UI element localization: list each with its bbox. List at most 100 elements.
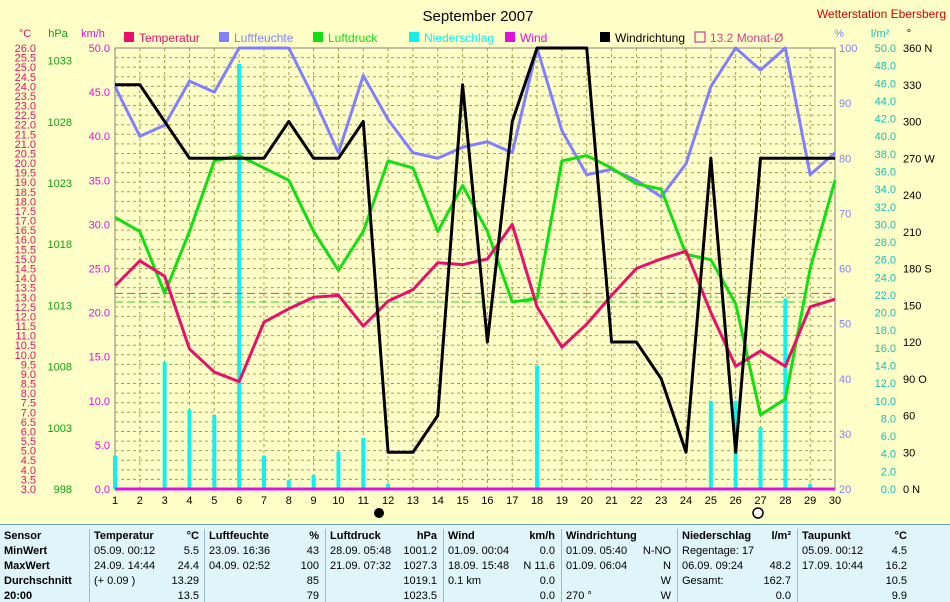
temp-tick-label: 22.0 [15, 120, 36, 132]
stats-cell-value: 0.0 [539, 590, 555, 602]
rain-tick-label: 50.0 [875, 43, 896, 55]
x-tick-label: 9 [311, 495, 317, 507]
temp-tick-label: 5.0 [21, 446, 36, 458]
pressure-tick-label: 1013 [48, 300, 72, 312]
x-tick-label: 13 [407, 495, 419, 507]
rain-bar [336, 451, 341, 489]
rain-bar [286, 480, 291, 489]
row-label: Sensor [4, 530, 42, 542]
stats-cell: 10.5 [802, 574, 913, 589]
stats-column-unit: °C [894, 530, 907, 542]
stats-cell-value: 16.2 [885, 560, 907, 572]
temp-tick-label: 25.5 [15, 53, 36, 65]
stats-column-unit: % [309, 530, 319, 542]
stats-cell-time: 0.1 km [448, 575, 482, 587]
stats-cell: 13.5 [94, 589, 205, 602]
stats-cell: 23.09. 16:36 43 [209, 544, 325, 559]
x-tick-label: 7 [261, 495, 267, 507]
rain-bar [535, 365, 540, 489]
rain-tick-label: 22.0 [875, 290, 896, 302]
humidity-tick-label: 90 [839, 98, 851, 110]
temp-tick-label: 3.5 [21, 474, 36, 486]
wind-tick-label: 30.0 [89, 219, 110, 231]
stats-row-labels: Sensor MinWert MaxWert Durchschnitt 20:0… [0, 529, 90, 602]
humidity-tick-label: 30 [839, 429, 851, 441]
temp-tick-label: 26.0 [15, 43, 36, 55]
row-label: 20:00 [4, 590, 33, 602]
temp-tick-label: 7.0 [21, 407, 36, 419]
rain-bar [708, 400, 713, 489]
temp-tick-label: 25.0 [15, 62, 36, 74]
temp-tick-label: 3.0 [21, 484, 36, 496]
stats-column-header: Luftfeuchte% [209, 529, 325, 544]
stats-cell: 05.09. 00:12 4.5 [802, 544, 913, 559]
stats-cell-time: 17.09. 10:44 [802, 560, 864, 572]
stats-cell: 06.09. 09:24 48.2 [682, 559, 797, 574]
stats-cell-time: 04.09. 02:52 [209, 560, 271, 572]
rain-tick-label: 32.0 [875, 202, 896, 214]
stats-cell-value: 1023.5 [403, 590, 437, 602]
rain-tick-label: 44.0 [875, 96, 896, 108]
direction-tick-label: 360 N [903, 43, 932, 55]
rain-tick-label: 20.0 [875, 308, 896, 320]
stats-cell: 01.09. 00:04 0.0 [448, 544, 561, 559]
temp-tick-label: 4.5 [21, 455, 36, 467]
stats-column-unit: hPa [416, 530, 437, 542]
stats-cell-value: 24.4 [177, 560, 199, 572]
wind-tick-label: 20.0 [89, 308, 110, 320]
legend-swatch [694, 31, 706, 43]
temp-tick-label: 21.5 [15, 129, 36, 141]
stats-cell: 0.0 [682, 589, 797, 602]
direction-tick-label: 270 W [903, 153, 935, 165]
x-tick-label: 6 [236, 495, 242, 507]
stats-cell-value: 1019.1 [403, 575, 437, 587]
stats-cell-value: W [660, 575, 671, 587]
rain-tick-label: 12.0 [875, 378, 896, 390]
stats-cell: 1023.5 [330, 589, 443, 602]
rain-tick-label: 28.0 [875, 237, 896, 249]
rain-tick-label: 42.0 [875, 114, 896, 126]
stats-cell-value: 1027.3 [403, 560, 437, 572]
wind-tick-label: 15.0 [89, 352, 110, 364]
series-lines [113, 46, 837, 491]
wind-tick-label: 5.0 [95, 440, 110, 452]
x-tick-label: 28 [779, 495, 791, 507]
direction-tick-label: 120 [903, 337, 921, 349]
pressure-tick-label: 998 [54, 484, 72, 496]
temp-tick-label: 11.5 [15, 321, 36, 333]
temp-tick-label: 17.5 [15, 206, 36, 218]
stats-column-header: Windrichtung [566, 529, 677, 544]
x-tick-label: 19 [556, 495, 568, 507]
temp-tick-label: 22.5 [15, 110, 36, 122]
stats-column-title: Luftdruck [330, 530, 381, 542]
stats-cell: 17.09. 10:44 16.2 [802, 559, 913, 574]
temp-tick-label: 10.0 [15, 350, 36, 362]
stats-column-title: Windrichtung [566, 530, 637, 542]
temp-tick-label: 15.0 [15, 254, 36, 266]
stats-cell: 05.09. 00:12 5.5 [94, 544, 205, 559]
legend-label: Windrichtung [615, 31, 685, 45]
row-label: MinWert [4, 545, 48, 557]
humidity-tick-label: 60 [839, 264, 851, 276]
temp-tick-label: 18.0 [15, 196, 36, 208]
stats-cell-time: 270 ° [566, 590, 592, 602]
x-tick-label: 25 [705, 495, 717, 507]
rain-tick-label: 18.0 [875, 325, 896, 337]
humidity-tick-label: 20 [839, 484, 851, 496]
direction-tick-label: 210 [903, 227, 921, 239]
rain-tick-label: 46.0 [875, 78, 896, 90]
stats-cell: 85 [209, 574, 325, 589]
stats-cell-value: 13.29 [171, 575, 199, 587]
stats-cell-value: 5.5 [183, 545, 199, 557]
series-line-windrichtung [115, 46, 835, 454]
series-line-luftfeuchte [113, 46, 836, 199]
stats-column-header: Wind km/h [448, 529, 561, 544]
x-tick-label: 5 [211, 495, 217, 507]
legend-label: Wind [520, 31, 547, 45]
series-line-temperatur [113, 222, 836, 384]
stats-cell-time: 21.09. 07:32 [330, 560, 392, 572]
stats-cell-value: W [660, 590, 671, 602]
stats-cell-value: N-NO [642, 545, 671, 557]
direction-tick-label: 150 [903, 300, 921, 312]
rain-bar [162, 361, 167, 489]
